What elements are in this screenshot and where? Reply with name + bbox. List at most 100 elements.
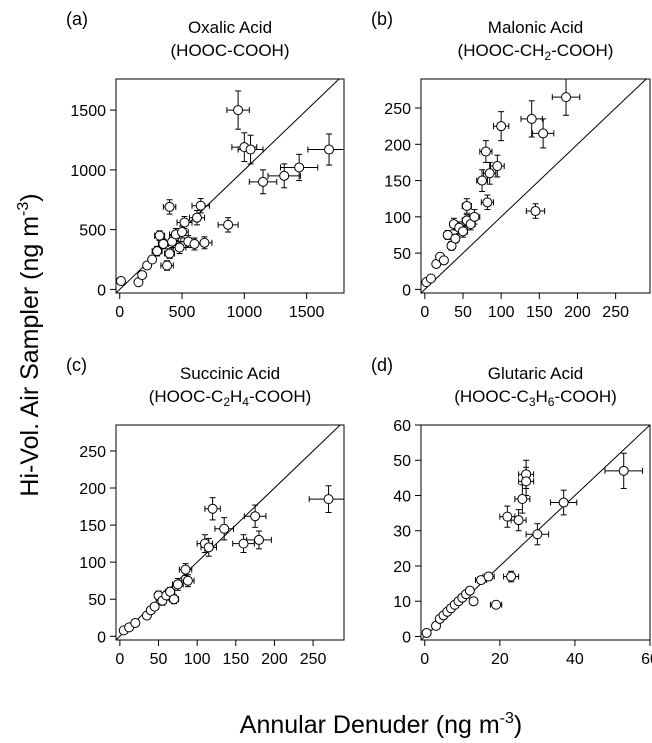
- panel-c: (c) Succinic Acid (HOOC-C2H4-COOH) 0 50 100 15…: [66, 355, 345, 668]
- data-point: [116, 276, 126, 287]
- data-point: [483, 571, 494, 582]
- data-point: [180, 564, 191, 575]
- formula-subscript: 2: [544, 49, 551, 63]
- x-tick-label: 50: [454, 304, 472, 321]
- data-point: [530, 206, 541, 217]
- data-point: [482, 197, 493, 208]
- data-point: [195, 200, 206, 211]
- data-point: [469, 211, 480, 222]
- y-tick-label: 30: [393, 524, 411, 541]
- formula-text: (HOOC-COOH): [171, 41, 290, 60]
- y-tick-label: 500: [79, 223, 106, 240]
- x-axis-title-close: ): [514, 711, 522, 739]
- y-tick-label: 200: [384, 137, 411, 154]
- chart-title: Succinic Acid: [180, 364, 280, 383]
- plot-frame: [420, 424, 651, 641]
- formula-text: H: [230, 387, 242, 406]
- x-tick-label: 1500: [289, 304, 325, 321]
- formula-text: -COOH): [249, 387, 311, 406]
- data-point: [618, 465, 629, 476]
- data-point: [558, 497, 569, 508]
- data-point: [517, 494, 528, 505]
- data-point: [477, 175, 488, 186]
- plot-frame: [420, 78, 651, 294]
- data-point: [294, 162, 305, 173]
- y-tick-label: 50: [88, 592, 106, 609]
- data-point: [152, 246, 163, 257]
- data-point: [238, 538, 249, 549]
- y-tick-label: 250: [79, 444, 106, 461]
- x-tick-label: 200: [261, 651, 288, 668]
- data-point: [468, 596, 479, 607]
- x-tick-label: 150: [526, 304, 553, 321]
- data-point: [179, 217, 190, 228]
- formula-subscript: 4: [242, 395, 249, 409]
- chart-title: Oxalic Acid: [188, 18, 272, 37]
- data-point: [506, 571, 517, 582]
- data-point: [521, 476, 532, 487]
- data-point: [513, 515, 524, 526]
- x-tick-label: 250: [602, 304, 629, 321]
- data-point: [253, 534, 264, 545]
- panel-b: (b) Malonic Acid (HOOC-CH2-COOH) 0 50 100 150 2…: [371, 9, 651, 321]
- formula-subscript: 6: [548, 395, 555, 409]
- x-tick-label: 0: [420, 304, 429, 321]
- data-point: [450, 233, 461, 244]
- data-point: [154, 230, 165, 241]
- data-point: [526, 113, 537, 124]
- plot-area: [116, 79, 344, 293]
- data-point: [491, 599, 502, 610]
- data-point: [168, 594, 179, 605]
- plot-frame: [115, 78, 345, 294]
- data-point: [233, 105, 244, 116]
- formula-text: -COOH): [554, 387, 616, 406]
- y-axis-title: Hi-Vol. Air Sampler (ng m-3): [15, 193, 44, 496]
- formula-text: (HOOC-C: [454, 387, 529, 406]
- x-axis-title-sup: -3: [500, 710, 514, 727]
- panel-d: (d) Glutaric Acid (HOOC-C3H6-COOH) 0 20 40 60 0…: [371, 355, 652, 668]
- x-axis-title: Annular Denuder (ng m-3): [240, 710, 522, 739]
- data-point: [279, 170, 290, 181]
- data-point: [484, 168, 495, 179]
- data-point: [137, 270, 148, 281]
- data-point: [421, 627, 432, 638]
- x-axis-title-text: Annular Denuder (ng m: [240, 711, 500, 739]
- x-tick-label: 200: [564, 304, 591, 321]
- formula-text: (HOOC-C: [149, 387, 224, 406]
- data-point: [323, 494, 334, 505]
- data-point: [532, 529, 543, 540]
- y-tick-label: 100: [384, 210, 411, 227]
- data-point: [425, 273, 436, 284]
- one-to-one-line: [421, 79, 647, 293]
- chart-title: Glutaric Acid: [488, 364, 583, 383]
- formula-text: -COOH): [551, 41, 613, 60]
- formula-subscript: 3: [529, 395, 536, 409]
- data-point: [438, 255, 449, 266]
- y-axis-title-close: ): [16, 193, 44, 201]
- x-tick-label: 500: [169, 304, 196, 321]
- y-tick-label: 50: [393, 453, 411, 470]
- x-tick-label: 60: [641, 651, 652, 668]
- x-tick-label: 250: [300, 651, 327, 668]
- formula-text: H: [536, 387, 548, 406]
- data-point: [250, 511, 261, 522]
- data-point: [199, 237, 210, 248]
- y-tick-label: 200: [79, 481, 106, 498]
- data-point: [191, 212, 202, 223]
- chart-formula: (HOOC-COOH): [171, 41, 290, 60]
- x-tick-label: 20: [491, 651, 509, 668]
- chart-formula: (HOOC-C2H4-COOH): [149, 387, 312, 409]
- x-tick-label: 50: [150, 651, 168, 668]
- data-point: [502, 511, 513, 522]
- chart-title: Malonic Acid: [488, 18, 583, 37]
- y-tick-label: 0: [402, 629, 411, 646]
- data-point: [538, 128, 549, 139]
- data-point: [149, 601, 160, 612]
- data-point: [147, 254, 158, 265]
- x-tick-label: 100: [488, 304, 515, 321]
- y-tick-label: 1500: [70, 103, 106, 120]
- formula-text: (HOOC-CH: [458, 41, 545, 60]
- x-tick-label: 1000: [227, 304, 263, 321]
- data-point: [207, 503, 218, 514]
